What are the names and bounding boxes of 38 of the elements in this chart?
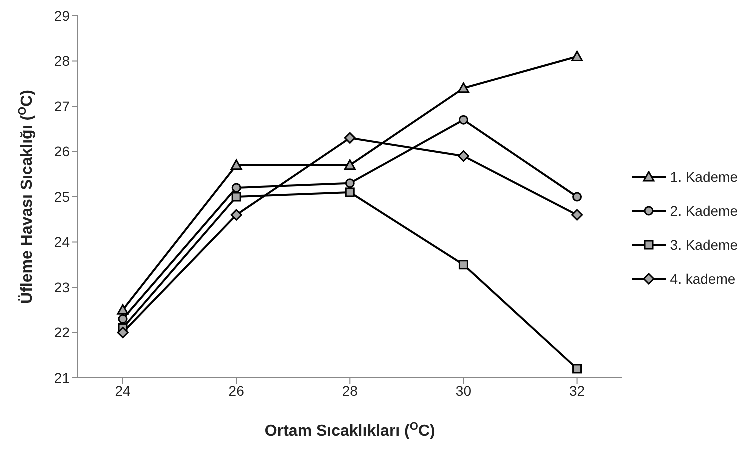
x-tick-label: 32 [569, 382, 586, 399]
y-tick-label: 27 [54, 98, 70, 114]
point [458, 260, 468, 270]
y-tick-label: 23 [54, 279, 70, 296]
point [344, 132, 356, 144]
legend-label: 3. Kademe [670, 237, 738, 253]
y-tick-label: 28 [54, 53, 70, 70]
y-tick-label: 22 [54, 324, 70, 341]
x-tick-label: 28 [342, 382, 358, 399]
point [232, 192, 242, 202]
x-tick-label: 24 [115, 382, 131, 399]
point [344, 160, 356, 170]
point [458, 115, 468, 125]
legend-label: 4. kademe [670, 271, 736, 287]
point [572, 192, 582, 202]
point [345, 188, 355, 198]
point [232, 183, 242, 193]
point [345, 178, 355, 188]
y-tick-label: 25 [54, 188, 70, 205]
y-tick-label: 21 [54, 370, 70, 386]
legend-label: 2. Kademe [670, 203, 738, 219]
x-tick-label: 30 [456, 382, 472, 399]
point [230, 160, 242, 170]
x-axis-title: Ortam Sıcaklıkları ($^{O}$C) [264, 421, 436, 440]
y-tick-label: 26 [54, 144, 70, 160]
point [458, 82, 470, 94]
point [572, 50, 584, 62]
y-tick-label: 29 [54, 8, 70, 24]
point [458, 150, 470, 162]
y-tick-label: 24 [54, 234, 70, 250]
x-tick-label: 26 [228, 382, 245, 399]
point [117, 304, 129, 315]
point [118, 314, 128, 324]
point [117, 327, 129, 338]
point [572, 364, 582, 374]
legend-label: 1. Kademe [670, 169, 738, 185]
point [572, 209, 584, 221]
point [230, 209, 242, 221]
